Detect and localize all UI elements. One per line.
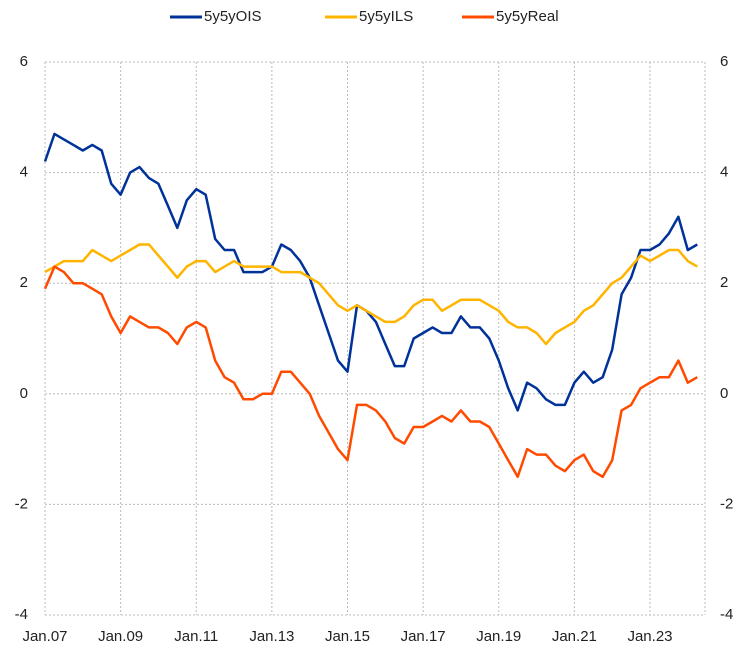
line-series bbox=[43, 132, 698, 412]
legend-label: 5y5yILS bbox=[359, 8, 413, 25]
y2-tick-label: 4 bbox=[720, 164, 728, 181]
line-series bbox=[44, 243, 698, 346]
legend-label: 5y5yOIS bbox=[204, 8, 262, 25]
x-tick-label: Jan.23 bbox=[627, 628, 672, 645]
y-tick-label: 4 bbox=[20, 164, 28, 181]
y-tick-label: 0 bbox=[20, 385, 28, 402]
y2-tick-label: 2 bbox=[720, 274, 728, 291]
x-tick-label: Jan.19 bbox=[476, 628, 521, 645]
y-tick-label: -4 bbox=[15, 606, 28, 623]
legend-label: 5y5yReal bbox=[496, 8, 559, 25]
y2-tick-label: -2 bbox=[720, 495, 733, 512]
y-tick-label: 2 bbox=[20, 274, 28, 291]
y-tick-label: 6 bbox=[20, 53, 28, 70]
x-tick-label: Jan.17 bbox=[401, 628, 446, 645]
x-tick-label: Jan.11 bbox=[174, 628, 218, 645]
x-tick-label: Jan.13 bbox=[249, 628, 294, 645]
y2-tick-label: 0 bbox=[720, 385, 728, 402]
y2-tick-label: 6 bbox=[720, 53, 728, 70]
x-tick-label: Jan.15 bbox=[325, 628, 370, 645]
x-tick-label: Jan.09 bbox=[98, 628, 143, 645]
x-tick-label: Jan.07 bbox=[22, 628, 67, 645]
y2-tick-label: -4 bbox=[720, 606, 733, 623]
y-tick-label: -2 bbox=[15, 495, 28, 512]
line-series bbox=[43, 265, 698, 479]
x-tick-label: Jan.21 bbox=[552, 628, 597, 645]
